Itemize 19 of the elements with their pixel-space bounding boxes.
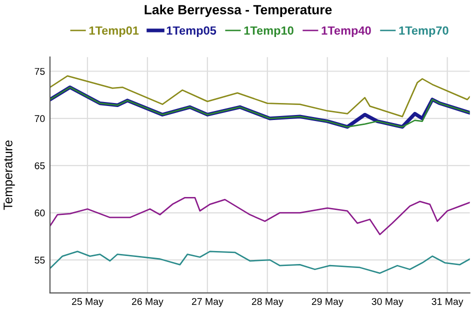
legend-label: 1Temp70 (399, 26, 448, 38)
x-tick-label: 28 May (252, 298, 284, 307)
legend-label: 1Temp10 (244, 26, 294, 38)
legend-label: 1Temp40 (322, 26, 371, 38)
legend-label: 1Temp05 (166, 26, 216, 38)
chart-title: Lake Berryessa - Temperature (144, 4, 332, 17)
legend-label: 1Temp01 (89, 26, 139, 38)
y-tick-label: 75 (34, 68, 45, 75)
x-tick-label: 31 May (432, 298, 464, 307)
x-tick-label: 26 May (132, 298, 164, 307)
x-tick-label: 30 May (372, 298, 404, 307)
y-tick-label: 60 (34, 210, 45, 216)
y-tick-label: 70 (34, 115, 45, 122)
y-tick-label: 65 (34, 162, 45, 170)
y-tick-label: 55 (34, 256, 45, 264)
x-tick-label: 29 May (312, 298, 344, 307)
x-tick-label: 27 May (192, 298, 224, 307)
y-axis-title: Temperature (4, 140, 15, 210)
x-tick-label: 25 May (72, 298, 104, 307)
